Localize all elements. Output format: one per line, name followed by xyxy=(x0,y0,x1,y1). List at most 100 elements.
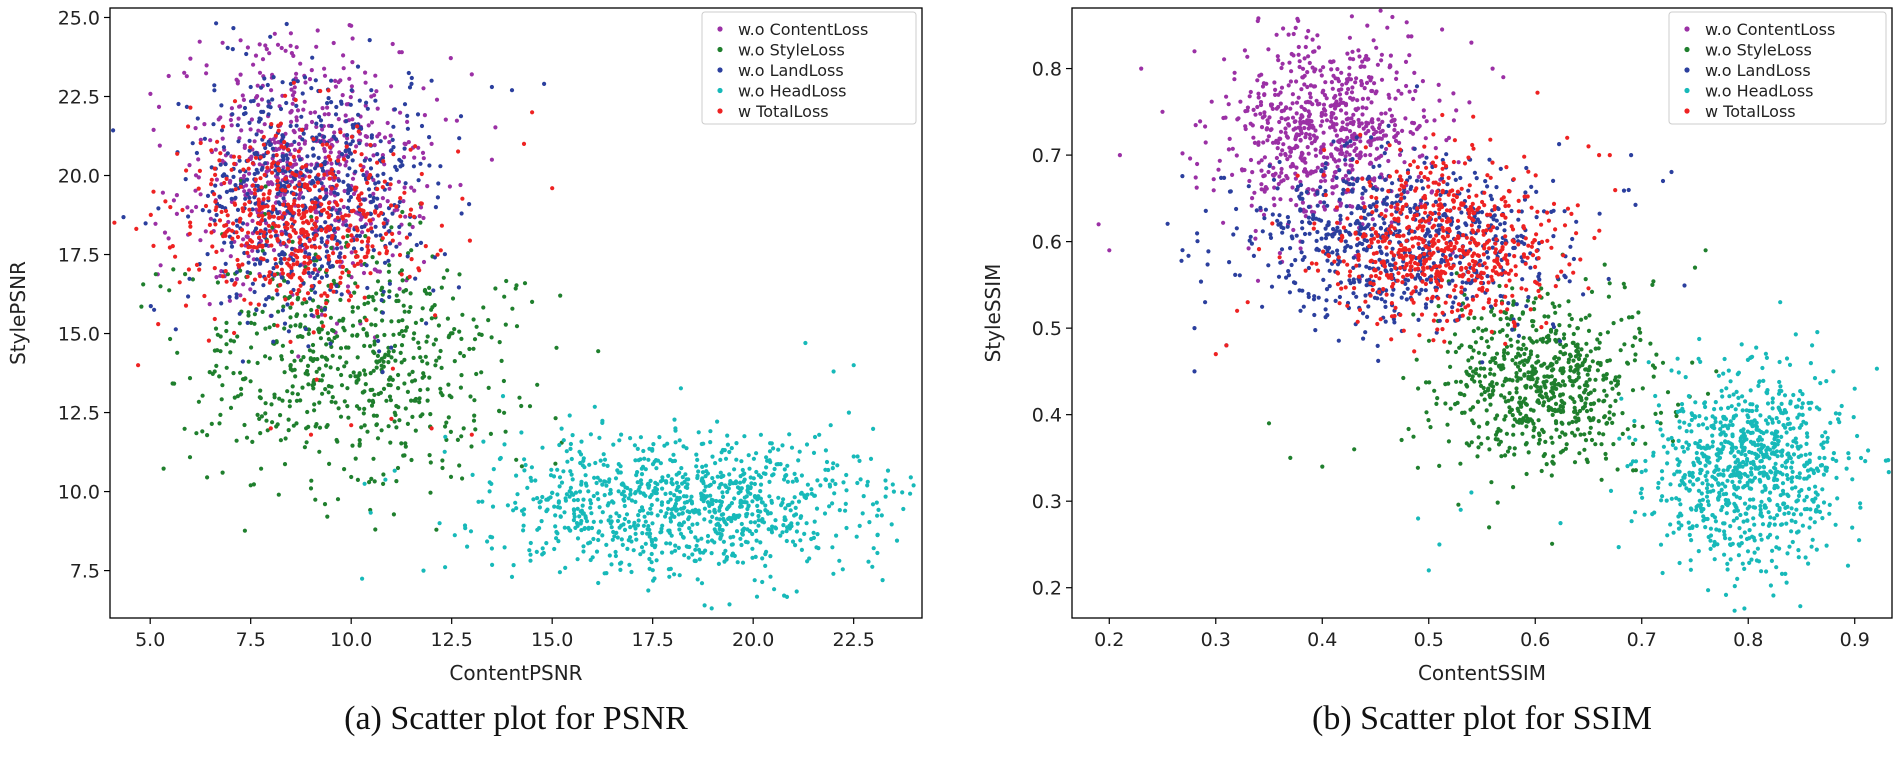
point-w-totalloss xyxy=(398,196,403,201)
point-w-o-landloss xyxy=(270,97,275,102)
point-w-o-landloss xyxy=(253,201,258,206)
point-w-o-styleloss xyxy=(1632,358,1637,363)
point-w-totalloss xyxy=(373,210,378,215)
point-w-o-headloss xyxy=(754,594,760,599)
point-w-totalloss xyxy=(413,144,418,149)
point-w-o-styleloss xyxy=(200,429,205,434)
point-w-o-contentloss xyxy=(193,126,198,131)
point-w-totalloss xyxy=(314,216,319,221)
point-w-o-headloss xyxy=(717,527,722,532)
point-w-o-headloss xyxy=(699,441,704,447)
point-w-o-styleloss xyxy=(224,365,229,370)
point-w-totalloss xyxy=(286,184,291,189)
point-w-o-styleloss xyxy=(1453,349,1458,355)
point-w-o-styleloss xyxy=(249,320,254,325)
point-w-o-contentloss xyxy=(1379,52,1384,57)
point-w-totalloss xyxy=(268,234,273,239)
point-w-o-headloss xyxy=(772,587,777,592)
point-w-o-styleloss xyxy=(1554,427,1559,432)
point-w-o-styleloss xyxy=(1622,342,1627,347)
point-w-o-contentloss xyxy=(351,191,357,196)
point-w-totalloss xyxy=(252,191,257,196)
point-w-o-headloss xyxy=(687,515,692,520)
point-w-o-headloss xyxy=(673,543,678,548)
point-w-totalloss xyxy=(309,218,314,223)
point-w-o-landloss xyxy=(388,148,393,153)
point-w-o-headloss xyxy=(827,484,833,489)
point-w-o-styleloss xyxy=(1554,339,1559,344)
point-w-o-landloss xyxy=(265,82,270,88)
point-w-o-headloss xyxy=(631,548,636,553)
point-w-o-contentloss xyxy=(238,293,243,298)
point-w-o-styleloss xyxy=(1619,317,1624,322)
point-w-o-headloss xyxy=(865,483,870,488)
point-w-o-landloss xyxy=(310,55,315,60)
point-w-o-contentloss xyxy=(239,128,244,133)
point-w-o-landloss xyxy=(246,260,251,265)
point-w-o-contentloss xyxy=(1305,145,1310,150)
point-w-o-headloss xyxy=(702,506,708,511)
point-w-o-styleloss xyxy=(1611,412,1616,417)
point-w-o-styleloss xyxy=(1436,304,1441,309)
point-w-o-landloss xyxy=(323,220,328,225)
point-w-o-contentloss xyxy=(338,78,343,83)
point-w-o-styleloss xyxy=(1514,355,1519,360)
point-w-o-contentloss xyxy=(182,70,187,75)
point-w-o-styleloss xyxy=(1604,393,1609,398)
point-w-o-contentloss xyxy=(313,210,318,215)
point-w-o-landloss xyxy=(263,145,268,151)
point-w-totalloss xyxy=(366,236,371,241)
point-w-o-headloss xyxy=(588,505,593,510)
point-w-o-contentloss xyxy=(1356,48,1361,53)
point-w-o-contentloss xyxy=(1259,125,1265,130)
point-w-o-headloss xyxy=(640,531,645,536)
point-w-o-headloss xyxy=(710,454,715,459)
point-w-totalloss xyxy=(283,93,288,98)
point-w-o-styleloss xyxy=(1508,337,1513,342)
point-w-o-styleloss xyxy=(289,349,294,354)
outlier-point-w-o-styleloss xyxy=(558,293,563,298)
point-w-o-styleloss xyxy=(402,453,407,458)
psnr-points xyxy=(111,21,916,611)
point-w-o-headloss xyxy=(900,490,905,495)
point-w-o-headloss xyxy=(681,520,687,525)
point-w-o-styleloss xyxy=(1470,374,1475,379)
point-w-o-styleloss xyxy=(1530,372,1535,377)
point-w-o-styleloss xyxy=(1580,405,1586,410)
point-w-o-styleloss xyxy=(1471,328,1476,334)
point-w-o-landloss xyxy=(251,98,256,103)
point-w-o-styleloss xyxy=(242,422,247,428)
point-w-o-styleloss xyxy=(205,475,210,480)
point-w-totalloss xyxy=(312,184,317,189)
point-w-o-headloss xyxy=(857,523,862,529)
point-w-o-styleloss xyxy=(1472,379,1477,384)
point-w-o-headloss xyxy=(758,496,764,501)
point-w-o-headloss xyxy=(782,477,787,482)
point-w-o-headloss xyxy=(570,433,575,438)
point-w-o-contentloss xyxy=(1277,174,1282,179)
point-w-o-styleloss xyxy=(200,393,205,398)
point-w-o-landloss xyxy=(231,26,236,31)
point-w-o-styleloss xyxy=(486,385,491,390)
point-w-o-contentloss xyxy=(1317,101,1322,106)
point-w-o-headloss xyxy=(702,493,707,498)
point-w-o-landloss xyxy=(295,79,300,84)
point-w-o-contentloss xyxy=(1265,138,1270,143)
point-w-o-styleloss xyxy=(387,289,392,294)
point-w-o-contentloss xyxy=(248,127,253,132)
point-w-o-headloss xyxy=(470,472,475,477)
point-w-o-contentloss xyxy=(289,119,294,124)
point-w-o-styleloss xyxy=(307,348,312,353)
point-w-o-contentloss xyxy=(1381,133,1387,138)
point-w-o-headloss xyxy=(674,480,680,485)
point-w-o-landloss xyxy=(336,178,342,183)
point-w-o-styleloss xyxy=(260,309,265,314)
point-w-o-styleloss xyxy=(258,431,263,436)
point-w-totalloss xyxy=(335,226,340,231)
point-w-o-contentloss xyxy=(1276,92,1281,97)
point-w-o-styleloss xyxy=(427,291,432,296)
point-w-o-contentloss xyxy=(1245,105,1250,110)
point-w-o-contentloss xyxy=(1355,98,1360,103)
point-w-o-landloss xyxy=(345,191,351,196)
point-w-o-contentloss xyxy=(1403,59,1409,64)
